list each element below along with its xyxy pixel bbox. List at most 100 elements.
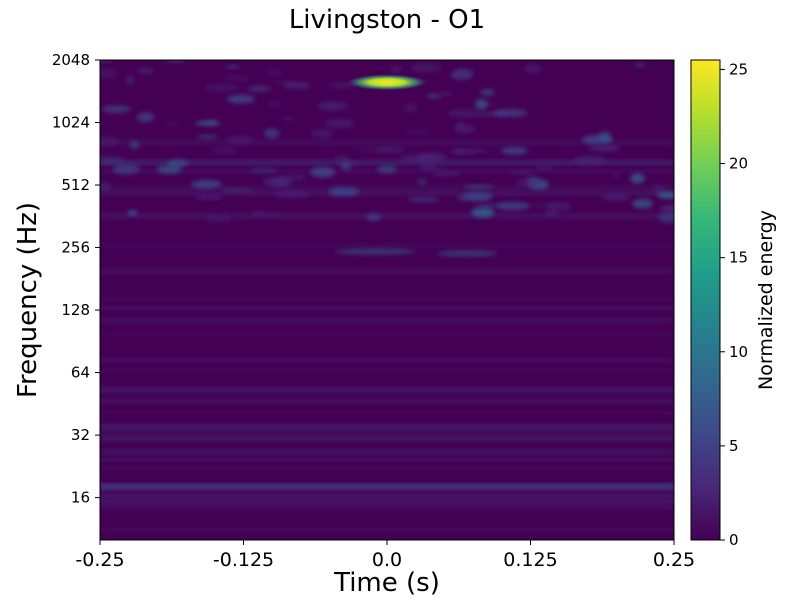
energy-blob xyxy=(417,177,427,186)
energy-blob xyxy=(523,204,559,208)
energy-band xyxy=(100,186,674,190)
energy-blob xyxy=(136,112,155,123)
energy-blob xyxy=(249,167,278,174)
energy-blob xyxy=(334,155,351,161)
energy-blob xyxy=(264,69,284,76)
energy-blob xyxy=(544,210,559,216)
energy-band xyxy=(100,160,674,165)
energy-band xyxy=(100,140,674,145)
x-tick-label: 0.25 xyxy=(653,549,695,571)
energy-blob xyxy=(126,75,134,85)
energy-blob xyxy=(501,146,528,155)
energy-blob xyxy=(417,152,447,162)
energy-band xyxy=(100,334,674,336)
energy-band xyxy=(100,458,674,461)
energy-blob xyxy=(100,156,125,165)
energy-blob xyxy=(447,109,481,118)
energy-blob xyxy=(208,120,217,125)
energy-blob xyxy=(454,68,475,73)
chart-title: Livingston - O1 xyxy=(289,5,485,35)
colorbar-tick-label: 0 xyxy=(729,531,739,549)
energy-blob xyxy=(377,165,397,174)
energy-blob xyxy=(458,149,470,154)
y-tick-label: 128 xyxy=(61,301,90,319)
energy-band xyxy=(100,485,674,490)
energy-blob xyxy=(403,129,430,134)
energy-blob xyxy=(455,122,466,128)
energy-blob xyxy=(480,89,495,96)
energy-blob xyxy=(523,64,543,74)
energy-blob xyxy=(463,184,494,189)
energy-band xyxy=(100,243,674,247)
energy-blob xyxy=(264,128,280,139)
energy-blob xyxy=(204,83,239,92)
x-tick-label: -0.125 xyxy=(213,549,274,571)
energy-blob xyxy=(365,213,382,221)
energy-blob xyxy=(390,67,402,72)
energy-band xyxy=(100,388,674,394)
energy-band xyxy=(100,434,674,438)
energy-blob xyxy=(327,187,360,197)
energy-blob xyxy=(324,118,355,129)
energy-blob xyxy=(457,195,493,201)
energy-band xyxy=(100,506,674,510)
energy-blob xyxy=(653,184,666,195)
energy-band xyxy=(100,424,674,429)
energy-band xyxy=(100,493,674,497)
energy-blob xyxy=(630,173,645,184)
energy-band xyxy=(100,307,674,310)
energy-blob xyxy=(599,131,612,142)
energy-blob xyxy=(100,136,120,147)
colorbar-tick-label: 25 xyxy=(729,60,748,78)
energy-blob xyxy=(439,91,453,96)
energy-blob xyxy=(268,101,280,107)
energy-blob xyxy=(634,63,645,67)
energy-blob xyxy=(156,165,182,174)
energy-band xyxy=(100,358,674,362)
energy-blob xyxy=(573,155,607,166)
energy-blob xyxy=(280,117,295,121)
y-axis-label: Frequency (Hz) xyxy=(13,202,43,398)
y-tick-label: 256 xyxy=(61,239,90,257)
plot-area xyxy=(99,59,675,541)
energy-band xyxy=(100,438,674,442)
energy-blob xyxy=(508,170,534,175)
energy-blob xyxy=(471,207,495,218)
y-tick-label: 2048 xyxy=(52,51,90,69)
energy-blob xyxy=(453,125,476,133)
energy-blob xyxy=(205,215,231,223)
energy-blob xyxy=(275,190,311,198)
energy-blob xyxy=(404,103,418,113)
energy-blob xyxy=(358,147,394,151)
colorbar-gradient xyxy=(690,59,721,541)
energy-blob xyxy=(283,82,312,89)
energy-blob xyxy=(310,166,336,178)
energy-blob xyxy=(248,213,285,217)
signal-peak xyxy=(347,74,427,91)
energy-blob xyxy=(226,94,255,104)
colorbar-ticks: 0 5 10 15 20 25 xyxy=(720,60,748,549)
energy-blob xyxy=(534,164,555,171)
colorbar-label: Normalized energy xyxy=(755,210,777,390)
energy-blob xyxy=(220,188,255,192)
energy-band xyxy=(100,484,674,487)
energy-blob xyxy=(102,105,131,113)
energy-blob xyxy=(247,85,272,92)
energy-blob xyxy=(335,160,360,167)
energy-band xyxy=(100,368,674,372)
energy-blob xyxy=(410,62,441,73)
energy-blob xyxy=(546,202,573,211)
energy-blob xyxy=(474,98,488,110)
energy-texture xyxy=(100,60,674,531)
colorbar-tick-label: 20 xyxy=(729,155,748,173)
x-axis-label: Time (s) xyxy=(333,568,440,598)
energy-blob xyxy=(100,60,114,63)
energy-band xyxy=(100,528,674,531)
energy-blob xyxy=(136,67,155,74)
x-tick-label: 0.125 xyxy=(503,549,557,571)
energy-blob xyxy=(165,122,179,126)
y-tick-label: 64 xyxy=(71,364,90,382)
y-tick-label: 512 xyxy=(61,176,90,194)
energy-band xyxy=(100,298,674,301)
energy-blob xyxy=(166,159,189,167)
